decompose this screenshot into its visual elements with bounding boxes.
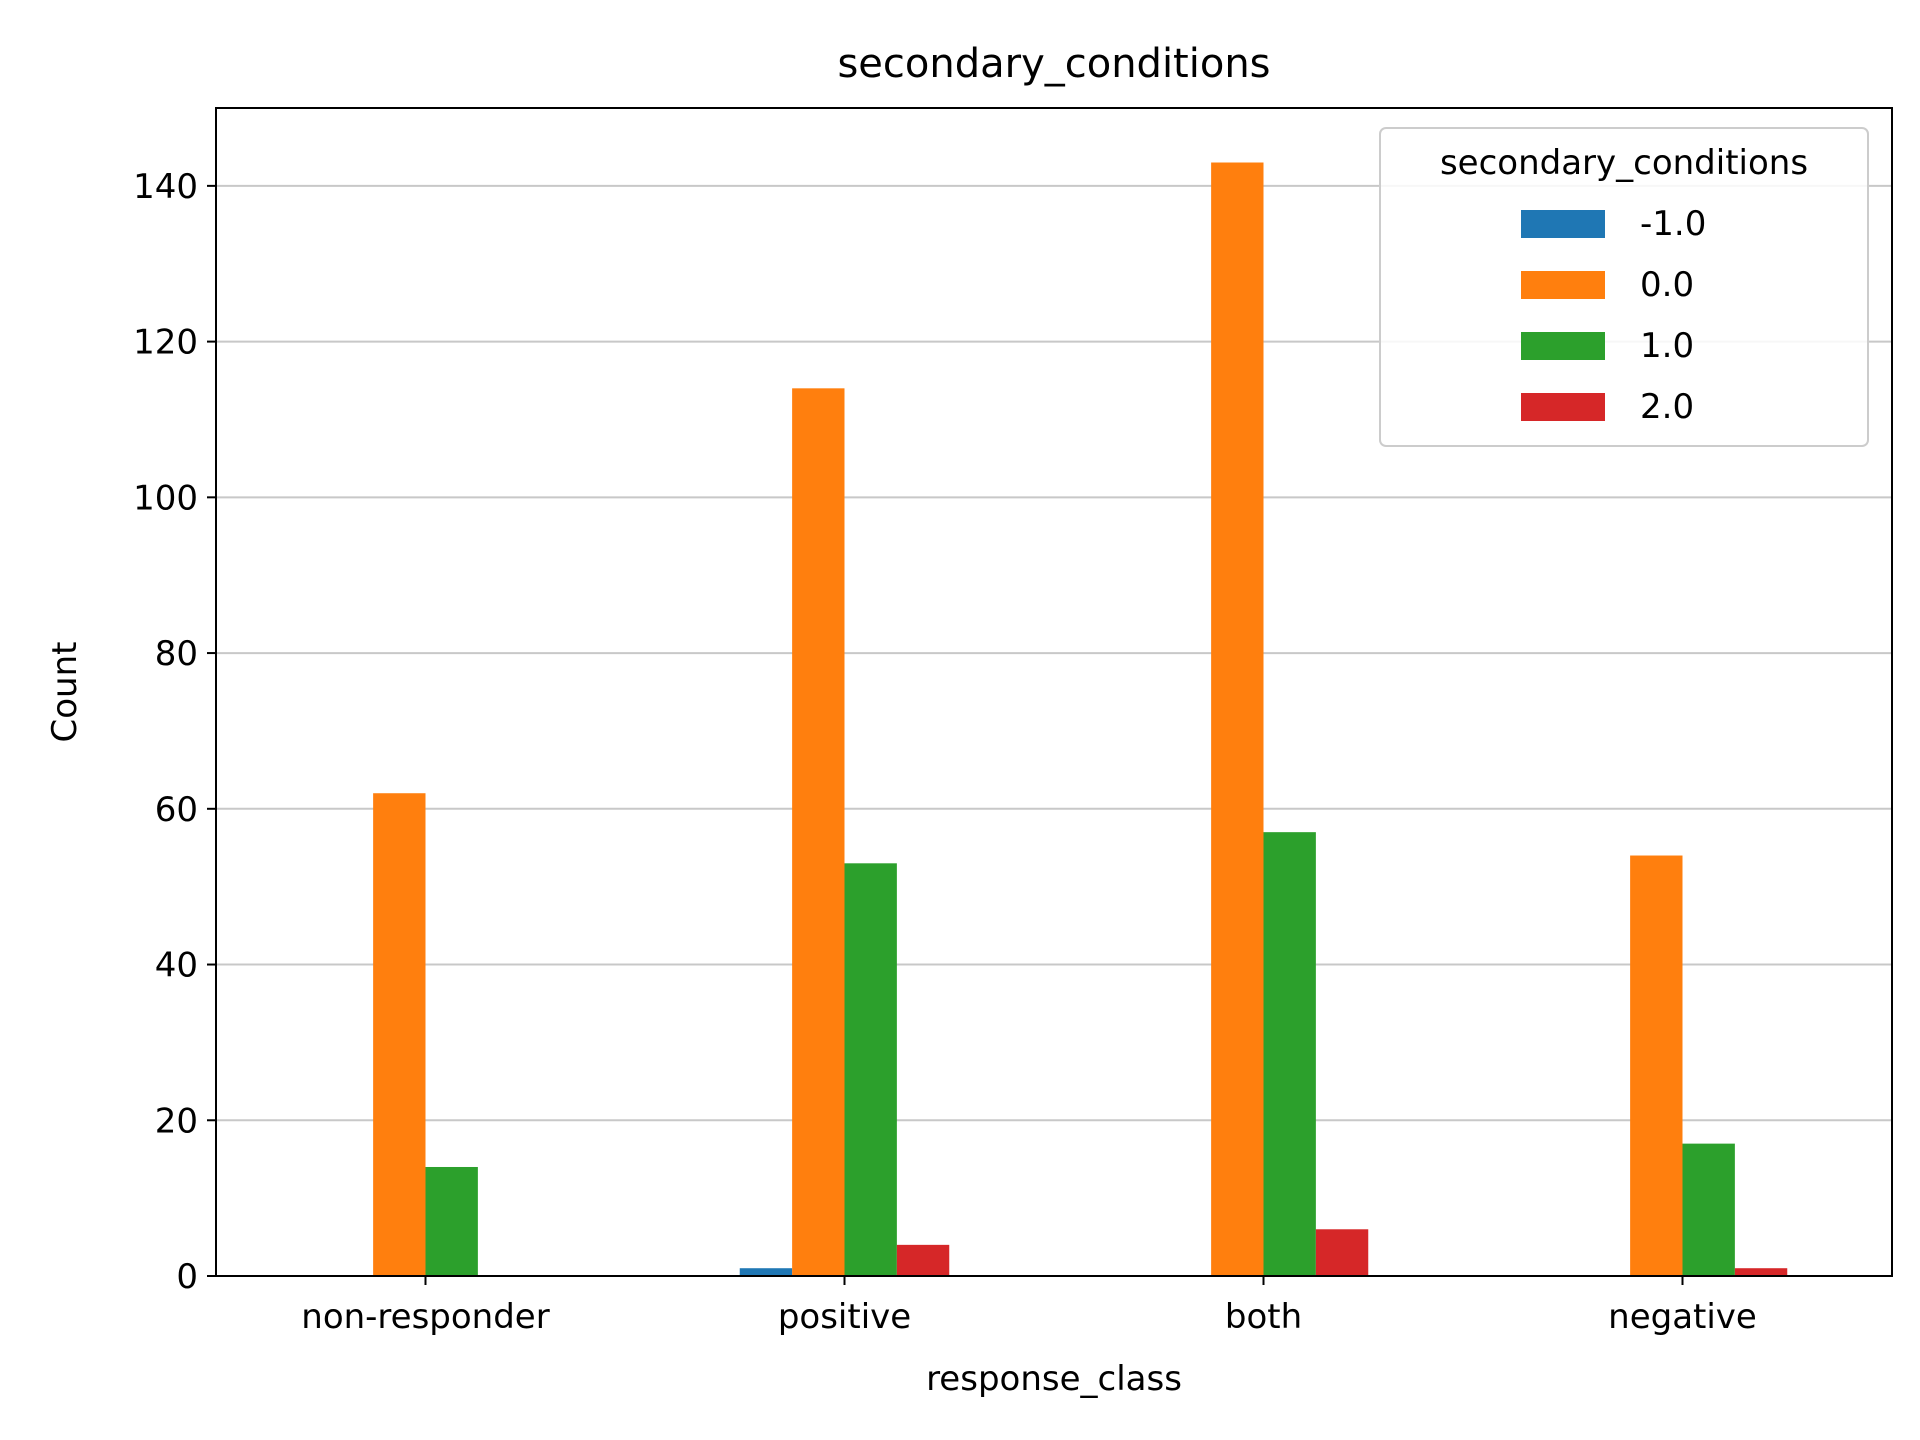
y-tick-label: 120 <box>133 323 198 363</box>
y-tick-label: 100 <box>133 478 198 518</box>
y-axis-label: Count <box>45 642 85 743</box>
legend-swatch <box>1521 332 1605 360</box>
y-axis: 0 20 40 60 80 100 120 140 <box>133 167 216 1297</box>
y-tick-label: 40 <box>155 946 198 986</box>
legend-swatch <box>1521 271 1605 299</box>
chart-title: secondary_conditions <box>837 41 1270 87</box>
x-axis: non-responder positive both negative <box>301 1276 1757 1337</box>
bar-1.0-positive <box>844 863 897 1276</box>
bar-0.0-negative <box>1630 855 1683 1276</box>
bar-0.0-non-responder <box>373 793 426 1276</box>
legend: secondary_conditions -1.0 0.0 1.0 2.0 <box>1379 127 1869 447</box>
bar-1.0-non-responder <box>425 1166 478 1276</box>
x-tick-label: negative <box>1608 1297 1757 1337</box>
legend-label: 0.0 <box>1640 265 1694 305</box>
legend-swatch <box>1521 210 1605 238</box>
x-tick-label: both <box>1225 1297 1302 1337</box>
bar-1.0-negative <box>1682 1143 1735 1276</box>
x-axis-label: response_class <box>926 1359 1182 1399</box>
legend-label: 2.0 <box>1640 387 1694 427</box>
bar--1.0-positive <box>739 1268 793 1276</box>
y-tick-label: 80 <box>155 634 198 674</box>
y-tick-label: 140 <box>133 167 198 207</box>
bar-1.0-both <box>1263 832 1316 1276</box>
bar-2.0-both <box>1315 1229 1369 1276</box>
legend-frame <box>1379 127 1869 447</box>
bar-2.0-negative <box>1734 1268 1788 1276</box>
y-tick-label: 60 <box>155 790 198 830</box>
y-tick-label: 20 <box>155 1101 198 1141</box>
bar-2.0-positive <box>896 1244 950 1276</box>
legend-label: 1.0 <box>1640 326 1694 366</box>
legend-swatch <box>1521 393 1605 421</box>
legend-label: -1.0 <box>1640 204 1706 244</box>
y-tick-label: 0 <box>176 1257 198 1297</box>
bar-0.0-positive <box>792 388 845 1276</box>
legend-title: secondary_conditions <box>1440 143 1808 183</box>
plot-frame <box>215 107 1893 1277</box>
bars-group <box>373 162 1788 1276</box>
x-tick-label: non-responder <box>301 1297 549 1337</box>
x-tick-label: positive <box>778 1297 911 1337</box>
bar-0.0-both <box>1211 162 1264 1276</box>
